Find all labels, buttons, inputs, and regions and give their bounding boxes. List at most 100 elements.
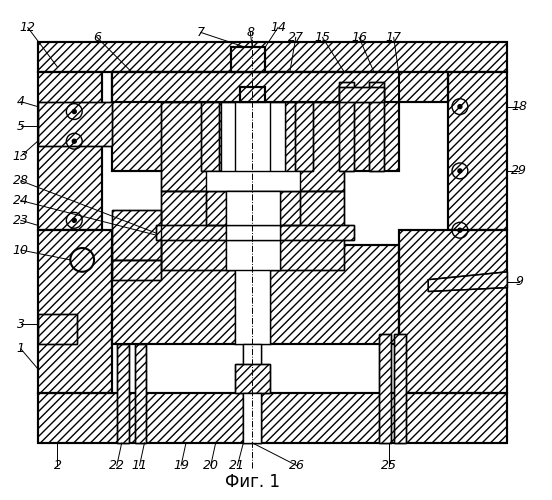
Bar [112,72,448,102]
Bar [135,344,146,443]
Bar [226,190,280,270]
Bar [112,260,161,280]
Bar [161,102,344,190]
Bar [339,82,354,171]
Bar [38,42,507,72]
Bar [206,190,300,226]
Bar [295,102,312,171]
Bar [448,72,507,230]
Bar [38,394,507,443]
Bar [369,82,384,171]
Bar [112,72,448,102]
Text: 7: 7 [197,26,205,39]
Bar [243,344,261,443]
Bar [112,210,161,260]
Circle shape [458,169,462,173]
Bar [236,102,270,344]
Bar [38,72,102,230]
Bar [339,87,384,102]
Bar [231,48,265,72]
Bar [38,230,112,394]
Bar [379,334,391,443]
Circle shape [458,228,462,232]
Bar [156,226,354,240]
Bar [38,102,112,146]
Text: 25: 25 [381,459,397,472]
Bar [38,42,507,72]
Text: 17: 17 [386,31,402,44]
Bar [112,245,399,344]
Text: 6: 6 [93,31,101,44]
Bar [117,344,129,443]
Bar [399,230,507,394]
Text: 8: 8 [246,26,254,39]
Bar [226,226,280,240]
Bar [112,245,399,344]
Text: Фиг. 1: Фиг. 1 [225,474,280,492]
Text: 12: 12 [20,21,36,34]
Bar [241,87,265,102]
Text: 11: 11 [131,459,147,472]
Circle shape [72,110,76,114]
Circle shape [72,139,76,143]
Bar [394,334,406,443]
Bar [369,82,384,171]
Bar [112,72,399,171]
Bar [112,210,161,260]
Bar [339,82,354,171]
Text: 3: 3 [17,318,25,330]
Bar [206,190,300,226]
Bar [112,260,161,280]
Bar [135,344,146,443]
Bar [379,334,391,443]
Text: 26: 26 [289,459,305,472]
Text: 13: 13 [13,150,29,162]
Bar [161,190,344,270]
Text: 28: 28 [13,174,29,188]
Bar [243,394,261,443]
Text: 18: 18 [511,100,527,113]
Bar [394,334,406,443]
Bar [448,72,507,230]
Bar [221,102,285,190]
Text: 5: 5 [17,120,25,133]
Bar [38,230,112,394]
Text: 4: 4 [17,95,25,108]
Text: 20: 20 [203,459,219,472]
Text: 29: 29 [511,164,527,177]
Bar [236,364,270,394]
Text: 2: 2 [54,459,61,472]
Circle shape [72,218,76,222]
Bar [206,171,300,190]
Bar [117,344,129,443]
Bar [38,314,77,344]
Text: 19: 19 [173,459,189,472]
Text: 15: 15 [315,31,331,44]
Text: 16: 16 [351,31,367,44]
Circle shape [458,104,462,108]
Bar [236,364,270,394]
Text: 23: 23 [13,214,29,227]
Text: 1: 1 [17,342,25,355]
Bar [38,314,77,344]
Bar [38,394,507,443]
Bar [241,87,265,102]
Bar [226,190,280,226]
Bar [201,102,219,171]
Polygon shape [428,272,507,291]
Bar [161,190,344,270]
Text: 14: 14 [270,21,286,34]
Bar [112,72,399,171]
Text: 24: 24 [13,194,29,207]
Bar [161,102,344,190]
Text: 10: 10 [13,244,29,256]
Text: 22: 22 [109,459,125,472]
Bar [339,87,384,102]
Text: 9: 9 [515,275,523,288]
Bar [156,226,354,240]
Text: 27: 27 [288,31,304,44]
Bar [38,102,112,146]
Bar [295,102,312,171]
Bar [201,102,219,171]
Bar [38,72,102,230]
